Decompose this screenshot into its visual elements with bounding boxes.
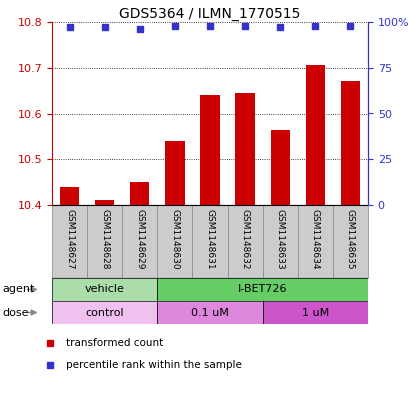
Bar [52,301,157,324]
Text: agent: agent [2,285,34,294]
Bar [60,187,79,205]
Bar [122,205,157,278]
Bar [297,205,332,278]
Text: 0.1 uM: 0.1 uM [191,307,228,318]
Text: GSM1148631: GSM1148631 [205,209,214,269]
Bar [340,81,359,205]
Bar [332,205,367,278]
Bar [165,141,184,205]
Bar [262,205,297,278]
Bar [235,93,254,205]
Text: GSM1148634: GSM1148634 [310,209,319,269]
Bar [157,205,192,278]
Text: GSM1148632: GSM1148632 [240,209,249,269]
Bar [262,301,367,324]
Bar [305,66,324,205]
Text: vehicle: vehicle [85,285,124,294]
Text: GSM1148628: GSM1148628 [100,209,109,269]
Text: GSM1148630: GSM1148630 [170,209,179,269]
Text: control: control [85,307,124,318]
Title: GDS5364 / ILMN_1770515: GDS5364 / ILMN_1770515 [119,7,300,21]
Text: dose: dose [2,307,29,318]
Text: I-BET726: I-BET726 [237,285,287,294]
Bar [87,205,122,278]
Bar [192,205,227,278]
Bar [200,95,219,205]
Bar [157,301,262,324]
Bar [227,205,262,278]
Text: transformed count: transformed count [66,338,163,348]
Bar [52,278,157,301]
Text: GSM1148635: GSM1148635 [345,209,354,269]
Bar [157,278,367,301]
Text: GSM1148627: GSM1148627 [65,209,74,269]
Text: 1 uM: 1 uM [301,307,328,318]
Bar [95,200,114,205]
Bar [130,182,149,205]
Bar [52,205,87,278]
Text: percentile rank within the sample: percentile rank within the sample [66,360,242,369]
Text: GSM1148633: GSM1148633 [275,209,284,269]
Text: GSM1148629: GSM1148629 [135,209,144,269]
Bar [270,130,289,205]
